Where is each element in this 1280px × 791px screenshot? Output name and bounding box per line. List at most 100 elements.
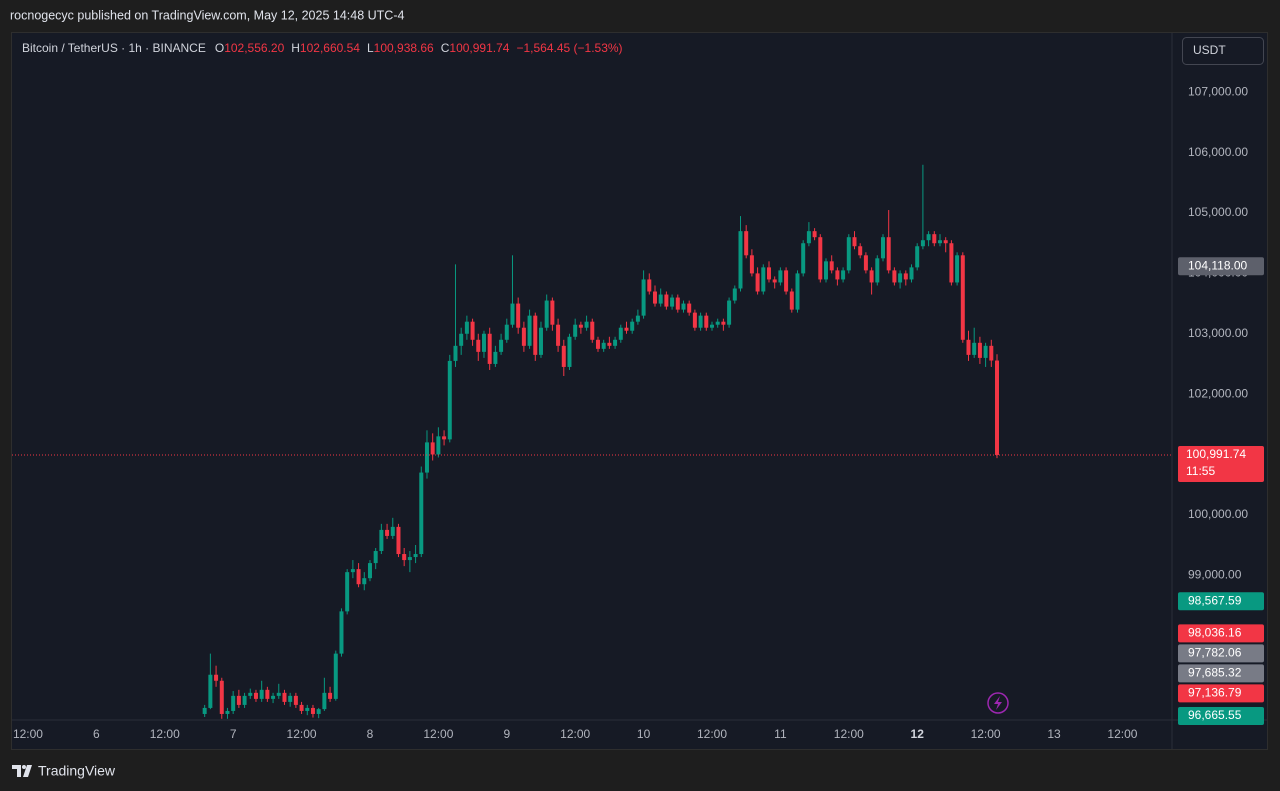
- x-tick-label: 12:00: [150, 727, 180, 741]
- candle-body: [955, 255, 960, 283]
- legend-symbol: Bitcoin / TetherUS · 1h · BINANCE: [22, 41, 206, 55]
- logo-t: [12, 765, 21, 777]
- candle-body: [938, 240, 942, 244]
- candle-body: [362, 578, 367, 585]
- byline: rocnogecyc published on TradingView.com,…: [10, 8, 404, 22]
- candle-body: [356, 569, 361, 585]
- candle-body: [544, 300, 549, 328]
- x-tick-label: 12:00: [697, 727, 727, 741]
- candle-body: [869, 270, 874, 283]
- candle-body: [447, 360, 452, 440]
- candle-body: [350, 569, 355, 573]
- candle-body: [829, 261, 834, 271]
- price-label-box: [1178, 644, 1264, 663]
- candle-body: [464, 321, 469, 334]
- brand-name: TradingView: [38, 763, 116, 779]
- candle-body: [852, 237, 857, 247]
- candle-body: [841, 270, 846, 280]
- x-tick-label: 12:00: [423, 727, 453, 741]
- candle-body: [784, 270, 789, 292]
- candle-body: [727, 300, 732, 325]
- candle-body: [459, 333, 464, 346]
- legend-value: 100,938.66: [374, 41, 434, 55]
- candle-body: [624, 327, 629, 331]
- alert-circle[interactable]: [987, 692, 1009, 714]
- candle-body: [521, 327, 526, 346]
- candle-body: [487, 333, 492, 364]
- legend-value: 102,660.54: [300, 41, 360, 55]
- candle-body: [476, 339, 481, 352]
- candle-body: [812, 231, 817, 238]
- candle-body: [755, 273, 760, 292]
- candle-body: [282, 692, 287, 702]
- candle-body: [248, 692, 253, 696]
- y-tick-label: 99,000.00: [1188, 567, 1242, 581]
- candle-body: [333, 653, 338, 699]
- candle-body: [732, 288, 737, 301]
- candle-body: [613, 339, 618, 346]
- candle-body: [436, 436, 441, 455]
- price-label-box: [1178, 624, 1264, 643]
- plot-area: [12, 164, 1172, 719]
- candle-body: [618, 327, 623, 340]
- alert-icon[interactable]: [987, 692, 1009, 714]
- price-label: 96,665.55: [1188, 708, 1242, 722]
- candle-body: [932, 234, 937, 244]
- candle-body: [675, 297, 680, 310]
- candle-body: [670, 297, 675, 307]
- candle-body: [367, 563, 372, 579]
- candle-body: [960, 255, 965, 340]
- candle-body: [253, 692, 258, 699]
- candle-body: [926, 234, 931, 241]
- x-tick-label: 12:00: [971, 727, 1001, 741]
- candle-body: [909, 267, 914, 280]
- candle-body: [766, 267, 771, 280]
- x-tick-label: 12:00: [834, 727, 864, 741]
- y-tick-label: 105,000.00: [1188, 205, 1248, 219]
- candle-body: [556, 324, 561, 346]
- candle-body: [590, 321, 595, 340]
- candle-body: [806, 231, 811, 244]
- x-tick-label: 11: [774, 727, 787, 741]
- candle-body: [846, 237, 851, 271]
- candle-body: [715, 321, 720, 325]
- candle-body: [413, 554, 418, 558]
- candle-body: [875, 258, 880, 283]
- current-price-label: 100,991.74: [1186, 447, 1246, 461]
- price-label-box: [1178, 684, 1264, 703]
- candle-body: [561, 345, 566, 367]
- candle-body: [402, 554, 407, 561]
- candle-body: [749, 255, 754, 274]
- candle-body: [635, 315, 640, 322]
- candle-body: [202, 707, 207, 714]
- candle-body: [225, 710, 230, 714]
- candle-body: [983, 345, 988, 358]
- candle-body: [430, 442, 435, 455]
- x-tick-label: 12:00: [13, 727, 43, 741]
- currency-button[interactable]: [1182, 37, 1264, 65]
- candle-body: [630, 321, 635, 331]
- price-label: 97,685.32: [1188, 665, 1242, 679]
- candle-body: [345, 572, 350, 612]
- candle-body: [989, 345, 994, 361]
- price-label-box: [1178, 707, 1264, 726]
- candle-body: [601, 342, 606, 349]
- alert-bolt[interactable]: [994, 696, 1002, 710]
- candle-body: [379, 529, 384, 552]
- currency-label[interactable]: USDT: [1193, 43, 1226, 57]
- candle-body: [584, 321, 589, 328]
- candle-body: [966, 339, 971, 355]
- x-tick-label: 8: [367, 727, 374, 741]
- candle-body: [920, 240, 925, 247]
- price-label: 97,782.06: [1188, 645, 1242, 659]
- candle-body: [339, 611, 344, 654]
- candle-body: [863, 255, 868, 271]
- candle-body: [419, 472, 424, 555]
- brand-logo: [12, 765, 32, 777]
- candle-body: [641, 279, 646, 316]
- candle-body: [795, 273, 800, 310]
- candle-body: [818, 237, 823, 280]
- candle-body: [664, 294, 669, 307]
- candle-body: [823, 261, 828, 280]
- current-price-box: [1178, 445, 1264, 482]
